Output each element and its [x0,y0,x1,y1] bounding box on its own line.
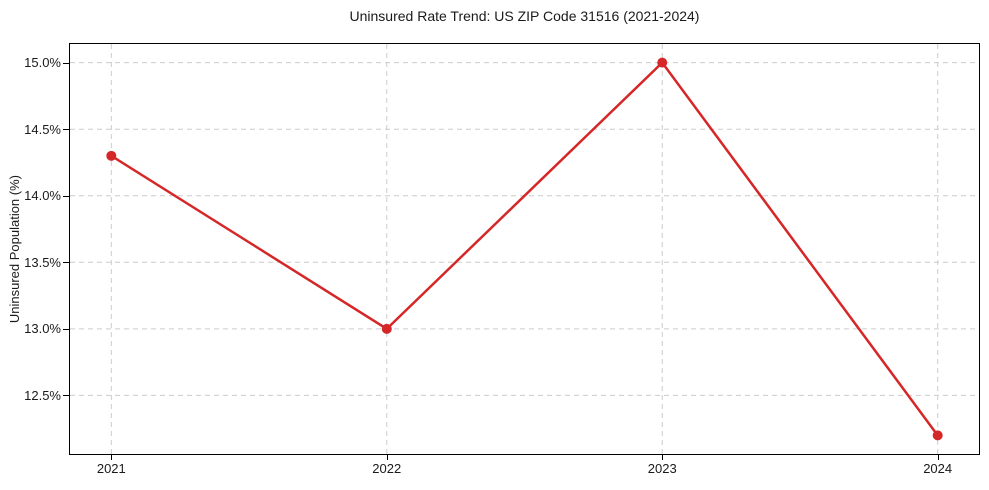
plot-svg [70,44,979,454]
x-tick-label: 2023 [647,461,677,476]
y-tick-mark [63,395,69,397]
x-tick-label: 2022 [372,461,402,476]
y-tick-mark [63,129,69,131]
x-tick-label: 2021 [96,461,126,476]
y-tick-mark [63,62,69,64]
y-tick-mark [63,195,69,197]
chart-title: Uninsured Rate Trend: US ZIP Code 31516 … [349,8,700,24]
x-tick-mark [937,455,939,460]
y-tick-label: 14.0% [24,188,61,204]
y-tick-label: 12.5% [24,387,61,403]
trend-line [110,61,939,437]
data-point-marker [381,323,392,334]
y-tick-label: 14.5% [24,121,61,137]
plot-area [69,43,980,455]
y-tick-mark [63,262,69,264]
data-point-marker [932,430,943,441]
x-tick-mark [662,455,664,460]
data-point-marker [657,57,668,68]
y-tick-mark [63,328,69,330]
data-point-marker [106,150,117,161]
y-tick-label: 13.5% [24,254,61,270]
x-tick-mark [386,455,388,460]
y-tick-label: 15.0% [24,55,61,71]
x-tick-label: 2024 [923,461,953,476]
y-tick-label: 13.0% [24,321,61,337]
x-tick-mark [111,455,113,460]
